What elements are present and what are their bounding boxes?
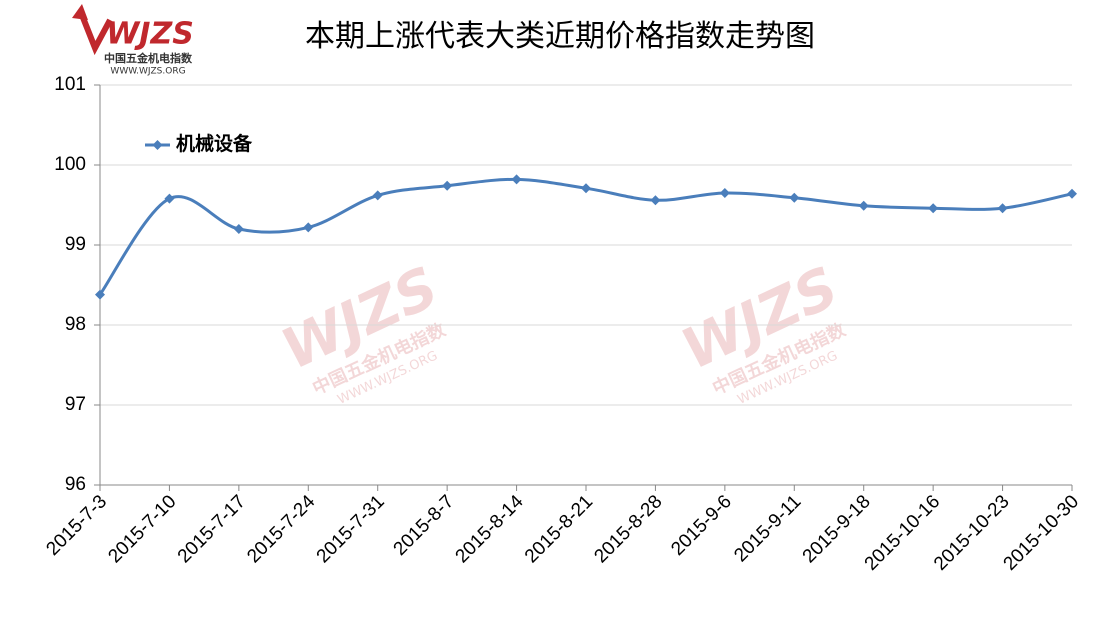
marker: [442, 180, 453, 191]
marker: [372, 190, 383, 201]
marker: [650, 195, 661, 206]
marker: [511, 174, 522, 185]
logo-arrow: [77, 8, 113, 56]
y-tick-label: 100: [54, 154, 86, 175]
x-tick-label: 2015-9-11: [730, 491, 805, 566]
x-tick-label: 2015-8-14: [452, 491, 528, 567]
marker: [1067, 188, 1077, 199]
line: [98, 177, 1073, 296]
x-tick-label: 2015-7-3: [42, 491, 111, 560]
marker: [928, 203, 939, 214]
logo: WJZS 中国五金机电指数 WWW.WJZS.ORG: [72, 4, 194, 77]
marker: [858, 200, 869, 211]
marker: [789, 192, 800, 203]
y-tick-label: 99: [65, 234, 86, 255]
x-tick-label: 2015-8-21: [521, 491, 597, 567]
marker: [719, 188, 730, 198]
marker: [997, 203, 1008, 214]
marker: [233, 224, 244, 234]
legend-label: 机械设备: [176, 132, 253, 155]
x-tick-label: 2015-7-10: [104, 491, 180, 567]
watermarks: WJZS 中国五金机电指数 WWW.WJZS.ORG WJZS 中国五金机电指数…: [272, 255, 849, 408]
watermark: WJZS 中国五金机电指数 WWW.WJZS.ORG: [272, 255, 449, 408]
x-tick-label: 2015-8-28: [590, 491, 666, 567]
logo-mark: WJZS: [106, 17, 194, 52]
watermark: WJZS 中国五金机电指数 WWW.WJZS.ORG: [672, 255, 849, 408]
marker: [581, 183, 591, 194]
y-tick-label: 97: [65, 394, 86, 415]
legend-marker: [152, 140, 163, 150]
marker: [164, 193, 175, 204]
y-tick-label: 101: [54, 74, 86, 95]
x-tick-label: 2015-7-31: [313, 491, 389, 567]
chart-title: 本期上涨代表大类近期价格指数走势图: [305, 19, 815, 54]
logo-name: 中国五金机电指数: [104, 51, 193, 65]
x-tick-label: 2015-7-17: [174, 491, 250, 567]
logo-arrowhead: [72, 4, 88, 20]
y-tick-label: 96: [65, 474, 86, 495]
x-tick-label: 2015-8-7: [390, 491, 459, 560]
y-tick-label: 98: [65, 314, 86, 335]
x-tick-label: 2015-9-6: [667, 491, 736, 560]
x-tick-label: 2015-7-24: [243, 491, 319, 567]
logo-site: WWW.WJZS.ORG: [110, 67, 185, 77]
x-tick-label: 2015-10-30: [999, 491, 1083, 575]
marker: [95, 289, 105, 300]
marker: [303, 222, 314, 233]
